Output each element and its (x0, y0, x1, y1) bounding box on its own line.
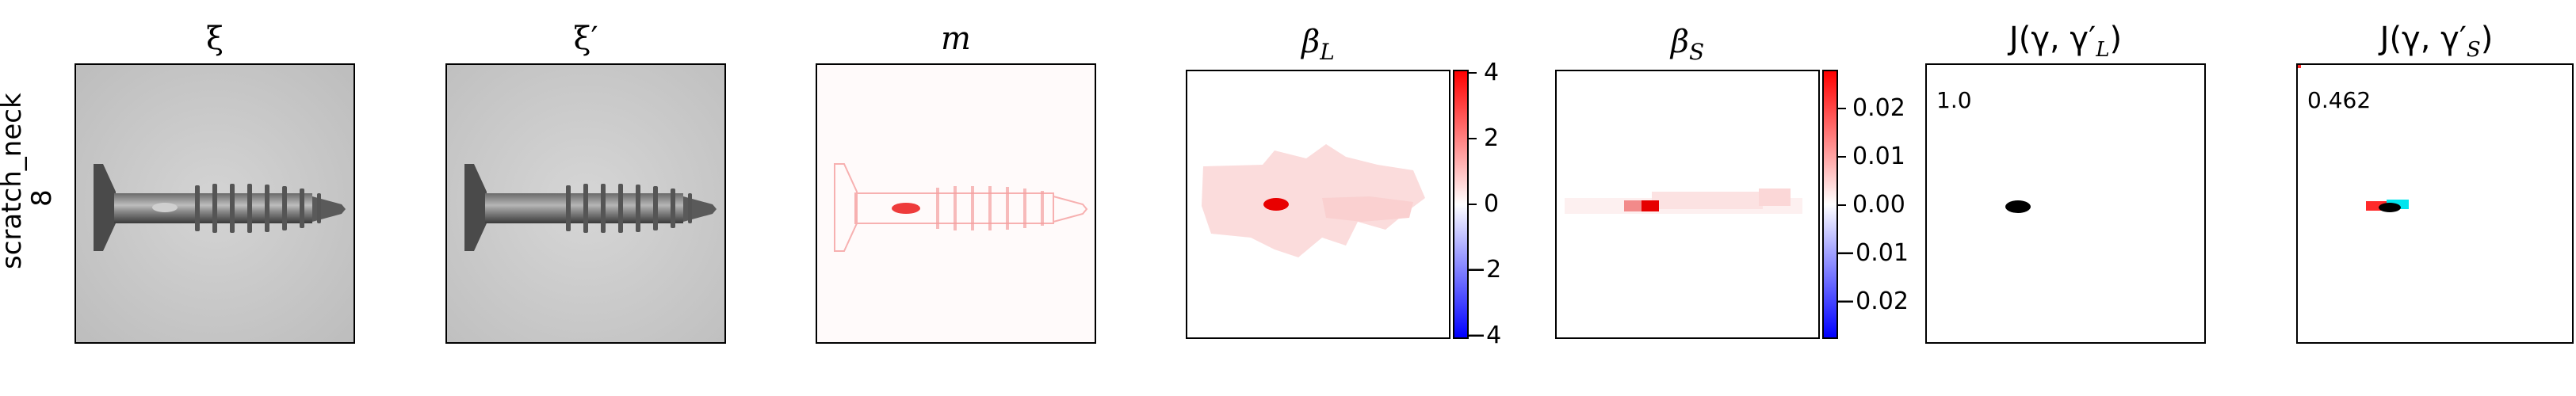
title-main: β (1670, 24, 1689, 60)
image-xi (75, 63, 355, 344)
jaccard-score-s: 0.462 (2307, 87, 2372, 113)
screw-image-reconstruction (447, 65, 724, 342)
colorbar-beta-s-tick: −0.02 (1836, 287, 1909, 315)
colorbar-beta-s-tick: 0.01 (1852, 143, 1905, 170)
colorbar-beta-l (1453, 70, 1469, 339)
title-sub: S (1688, 39, 1705, 65)
colorbar-beta-l-tick: −2 (1466, 256, 1502, 284)
colorbar-beta-s-tick: 0.00 (1852, 191, 1905, 219)
panel-title-m: m (941, 21, 971, 57)
image-xi-prime (445, 63, 726, 344)
panel-title-j-l: J(γ, γ′L) (1925, 21, 2206, 68)
panel-title-xi: ξ (205, 21, 224, 57)
title-main: J(γ, γ′ (2379, 21, 2467, 57)
panel-title-beta-l: βL (1186, 24, 1450, 70)
colorbar-beta-s-tick: 0.02 (1852, 94, 1905, 122)
row-class-label: scratch_neck (0, 93, 28, 269)
screw-image-original (76, 65, 354, 342)
title-sub: L (2096, 38, 2110, 62)
row-index-label: 8 (26, 189, 58, 207)
image-j-l: 1.0 (1925, 63, 2206, 344)
image-m (816, 63, 1096, 344)
colorbar-beta-l-tick: 2 (1484, 124, 1500, 152)
title-end: ) (2480, 21, 2494, 57)
title-sub: L (1320, 39, 1335, 65)
colorbar-beta-s (1822, 70, 1838, 339)
title-main: β (1301, 24, 1320, 60)
overlay-j-l (2005, 200, 2031, 213)
image-j-s: 0.462 (2296, 63, 2574, 344)
difference-mask-image (817, 65, 1095, 342)
colorbar-beta-l-tick: 0 (1484, 190, 1500, 218)
image-beta-s (1555, 70, 1820, 339)
panel-title-j-s: J(γ, γ′S) (2296, 21, 2576, 68)
title-sub: S (2466, 38, 2481, 62)
overlay-j-s (2298, 65, 2409, 212)
image-beta-l (1186, 70, 1450, 339)
panel-title-xi-prime: ξ′ (573, 21, 598, 57)
title-main: J(γ, γ′ (2008, 21, 2096, 57)
colorbar-beta-l-tick: 4 (1484, 59, 1500, 86)
title-end: ) (2109, 21, 2123, 57)
beta-s-heatmap (1557, 71, 1818, 337)
colorbar-beta-s-tick: −0.01 (1836, 239, 1909, 267)
jaccard-score-l: 1.0 (1936, 87, 1972, 113)
beta-l-heatmap (1187, 71, 1449, 337)
panel-title-beta-s: βS (1555, 24, 1820, 70)
colorbar-beta-l-tick: −4 (1466, 322, 1502, 349)
